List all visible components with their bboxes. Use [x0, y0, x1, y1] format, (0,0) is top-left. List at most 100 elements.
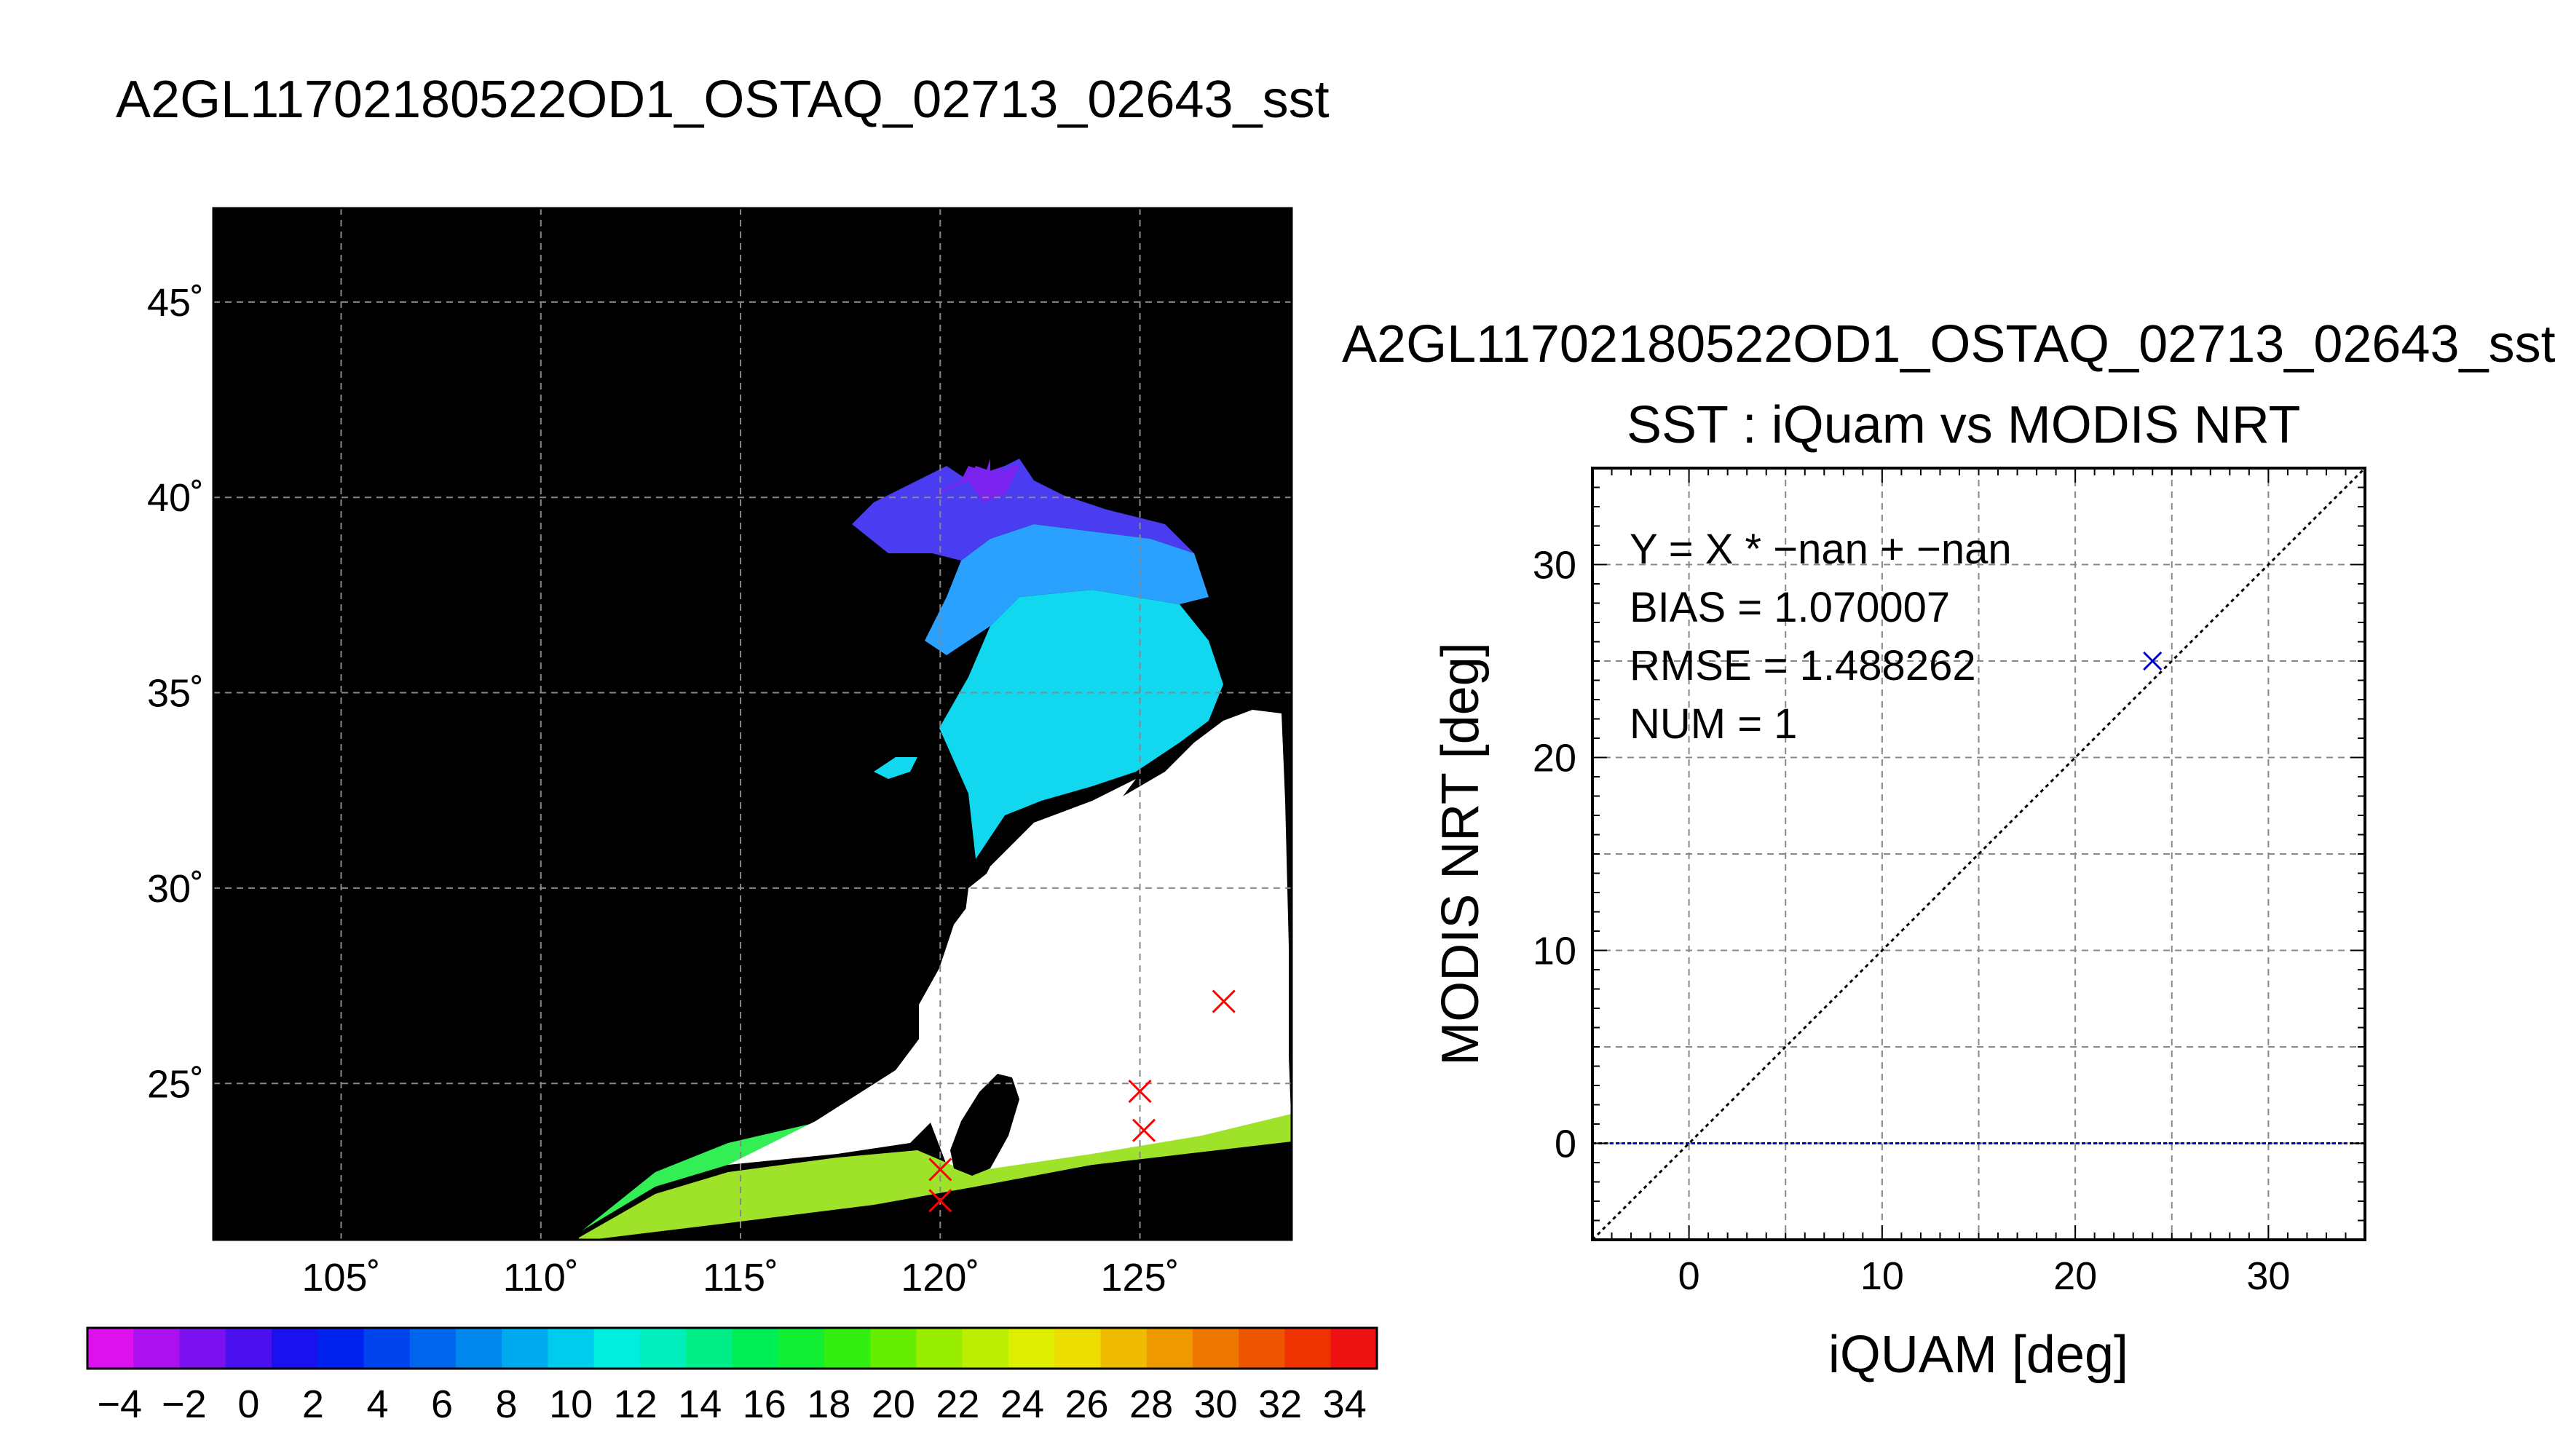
colorbar-cell [1330, 1328, 1378, 1369]
map-x-tick-label: 115˚ [703, 1256, 778, 1299]
colorbar-tick-label: 10 [549, 1382, 593, 1426]
colorbar-cell [456, 1328, 502, 1369]
swath-warm-band [579, 1114, 1292, 1240]
colorbar-cells [87, 1328, 1378, 1369]
scatter-stat-line: RMSE = 1.488262 [1630, 642, 1976, 689]
scatter-subtitle: SST : iQuam vs MODIS NRT [1627, 396, 2301, 454]
scatter-stats-text: Y = X * −nan + −nan BIAS = 1.070007 RMSE =… [1630, 526, 2012, 748]
scatter-points [2143, 651, 2163, 671]
map-match-marker [928, 1158, 952, 1182]
colorbar: −4 −2 0 2 4 6 8 10 12 14 16 18 20 22 24 26 28 30 32 34 [86, 1326, 1378, 1426]
colorbar-cell [409, 1328, 457, 1369]
map-x-tick-label: 110˚ [503, 1256, 579, 1299]
sst-map-panel: 105˚ 110˚ 115˚ 120˚ 125˚ 25˚ 30˚ 35˚ 40˚ 45˚ [147, 207, 1293, 1299]
colorbar-cell [593, 1328, 641, 1369]
map-x-tick-label: 125˚ [1101, 1256, 1180, 1299]
colorbar-tick-label: −4 [97, 1382, 142, 1426]
colorbar-tick-label: 0 [237, 1382, 259, 1426]
scatter-x-tick-label: 20 [2053, 1254, 2097, 1298]
colorbar-tick-label: 16 [743, 1382, 786, 1426]
bohai-gulf-purple [968, 466, 1019, 502]
scatter-x-tick-label: 10 [1860, 1254, 1904, 1298]
colorbar-tick-label: 2 [302, 1382, 324, 1426]
colorbar-cell [916, 1328, 963, 1369]
map-match-marker [1128, 1079, 1152, 1104]
scatter-stat-line: BIAS = 1.070007 [1630, 584, 1950, 631]
colorbar-cell [686, 1328, 733, 1369]
scatter-lines [1592, 468, 2365, 1240]
colorbar-cell [1239, 1328, 1286, 1369]
east-china-sea-cyan [939, 590, 1223, 859]
map-title: A2GL11702180522OD1_OSTAQ_02713_02643_sst [116, 71, 1330, 129]
scatter-x-tick-labels: 0 10 20 30 [1678, 1254, 2291, 1298]
colorbar-cell [1146, 1328, 1193, 1369]
map-y-tick-label: 25˚ [147, 1062, 204, 1106]
colorbar-tick-label: 28 [1129, 1382, 1173, 1426]
colorbar-cell [1008, 1328, 1055, 1369]
map-y-tick-label: 45˚ [147, 281, 204, 325]
colorbar-cell [1054, 1328, 1102, 1369]
colorbar-cell [272, 1328, 318, 1369]
map-match-markers [928, 989, 1236, 1213]
colorbar-cell [1100, 1328, 1148, 1369]
colorbar-cell [87, 1328, 134, 1369]
map-x-tick-label: 120˚ [901, 1256, 979, 1299]
scatter-y-tick-label: 20 [1533, 737, 1576, 780]
colorbar-cell [548, 1328, 595, 1369]
colorbar-cell [962, 1328, 1009, 1369]
map-match-marker [1212, 989, 1236, 1013]
scatter-x-axis-label: iQUAM [deg] [1828, 1326, 2128, 1384]
map-frame [212, 207, 1293, 1241]
scatter-y-tick-label: 30 [1533, 544, 1576, 587]
scatter-x-tick-label: 0 [1678, 1254, 1700, 1298]
colorbar-cell [225, 1328, 272, 1369]
scatter-x-tick-label: 30 [2246, 1254, 2290, 1298]
colorbar-tick-label: 32 [1258, 1382, 1302, 1426]
coastal-cyan-patch [874, 757, 917, 779]
colorbar-cell [640, 1328, 687, 1369]
colorbar-tick-label: 34 [1323, 1382, 1367, 1426]
colorbar-cell [870, 1328, 917, 1369]
map-longitude-labels: 105˚ 110˚ 115˚ 120˚ 125˚ [301, 1256, 1179, 1299]
colorbar-tick-label: 8 [496, 1382, 518, 1426]
colorbar-tick-label: 22 [936, 1382, 979, 1426]
colorbar-tick-label: 20 [872, 1382, 915, 1426]
scatter-y-tick-labels: 0 10 20 30 [1533, 544, 1576, 1166]
taiwan-land [950, 1074, 1019, 1176]
map-x-tick-label: 105˚ [301, 1256, 380, 1299]
swath-white-area [919, 710, 1292, 1179]
colorbar-cell [179, 1328, 226, 1369]
scatter-y-axis-label: MODIS NRT [deg] [1431, 642, 1490, 1066]
map-y-tick-label: 30˚ [147, 867, 204, 911]
colorbar-cell [1193, 1328, 1239, 1369]
colorbar-tick-label: 24 [1000, 1382, 1044, 1426]
colorbar-cell [363, 1328, 411, 1369]
scatter-stat-line: NUM = 1 [1630, 700, 1797, 748]
colorbar-cell [317, 1328, 365, 1369]
colorbar-cell [502, 1328, 549, 1369]
map-grid [213, 208, 1292, 1240]
map-y-tick-label: 35˚ [147, 672, 204, 716]
scatter-panel: 0 10 20 30 0 10 20 30 Y = X * −nan + −nan BIAS … [1431, 467, 2366, 1384]
colorbar-cell [1284, 1328, 1332, 1369]
colorbar-tick-label: 26 [1065, 1382, 1108, 1426]
colorbar-cell [133, 1328, 181, 1369]
scatter-point [2143, 651, 2163, 671]
map-match-marker [928, 1189, 952, 1213]
scatter-y-tick-label: 10 [1533, 930, 1576, 973]
colorbar-cell [824, 1328, 871, 1369]
colorbar-tick-label: 6 [431, 1382, 453, 1426]
colorbar-tick-label: 4 [366, 1382, 388, 1426]
colorbar-frame [86, 1326, 1378, 1370]
scatter-title: A2GL11702180522OD1_OSTAQ_02713_02643_sst [1342, 315, 2555, 373]
colorbar-tick-label: 30 [1194, 1382, 1238, 1426]
colorbar-cell [732, 1328, 779, 1369]
colorbar-tick-label: −2 [162, 1382, 207, 1426]
scatter-frame [1591, 467, 2366, 1241]
map-match-marker [1132, 1118, 1156, 1142]
scatter-stat-line: Y = X * −nan + −nan [1630, 526, 2012, 573]
colorbar-tick-labels: −4 −2 0 2 4 6 8 10 12 14 16 18 20 22 24 26 28 30 32 34 [97, 1382, 1366, 1426]
sst-field [579, 459, 1292, 1240]
map-y-tick-label: 40˚ [147, 476, 204, 520]
